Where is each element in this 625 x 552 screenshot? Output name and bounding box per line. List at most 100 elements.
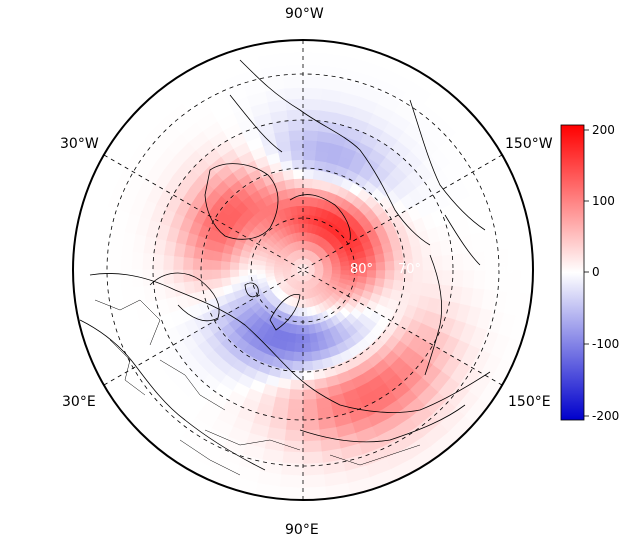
lat-label-70: 70°: [398, 262, 421, 277]
latitude-labels: 80° 70° 60°: [350, 262, 521, 277]
field-cell: [483, 269, 497, 291]
field-cell: [290, 150, 304, 162]
colorbar-label-neg100: -100: [592, 337, 620, 351]
field-cell: [302, 169, 314, 180]
field-cell: [302, 178, 313, 189]
field-cell: [73, 269, 88, 295]
field-cell: [302, 214, 310, 225]
field-cell: [302, 40, 328, 55]
field-cell: [302, 342, 312, 353]
field-cell: [375, 269, 386, 279]
field-cell: [441, 269, 454, 286]
greenland-coast: [204, 163, 279, 240]
field-cell: [285, 340, 296, 352]
field-cell: [295, 196, 304, 207]
field-cell: [302, 473, 327, 488]
field-cell: [285, 418, 304, 431]
field-cell: [220, 269, 231, 279]
lat-label-60: 60°: [498, 262, 521, 277]
field-cell: [282, 76, 304, 90]
country-borders: [94, 299, 421, 476]
novaya-zemlya-coast: [269, 293, 301, 331]
field-cell: [518, 245, 533, 271]
lon-label-30w: 30°W: [60, 136, 99, 152]
field-cell: [120, 269, 134, 290]
lon-label-150w: 150°W: [505, 136, 553, 152]
field-cell: [97, 248, 111, 271]
field-cell: [302, 150, 316, 162]
field-cell: [85, 269, 100, 294]
field-cell: [279, 52, 304, 67]
field-cell: [163, 255, 175, 271]
field-cell: [302, 333, 311, 344]
map-frame: [72, 39, 534, 501]
svalbard-coast: [244, 282, 259, 298]
asia-interior: [299, 404, 466, 443]
field-cell: [247, 263, 258, 271]
field-cell: [278, 40, 304, 55]
field-cell: [279, 473, 304, 488]
field-cell: [85, 246, 100, 271]
field-cell: [202, 248, 215, 261]
europe-coast: [79, 319, 266, 471]
field-cell: [302, 98, 322, 112]
field-cell: [291, 159, 304, 171]
field-cell: [109, 249, 123, 271]
field-cell: [288, 130, 304, 142]
field-cell: [192, 269, 204, 282]
field-cell: [339, 269, 350, 276]
field-cell: [302, 450, 324, 464]
colorbar-ticks: [584, 129, 589, 417]
field-cell: [483, 249, 497, 271]
lon-label-30e: 30°E: [62, 394, 96, 410]
field-cell: [365, 276, 376, 286]
field-cell: [461, 269, 475, 289]
lat-70-circle: [200, 167, 406, 373]
lat-label-80: 80°: [350, 262, 373, 277]
field-cell: [302, 378, 316, 390]
field-cell: [290, 378, 304, 390]
colorbar-label-100: 100: [592, 194, 615, 208]
field-cell: [292, 169, 304, 180]
field-cell: [202, 269, 213, 281]
field-cell: [312, 169, 325, 182]
field-cell: [311, 179, 323, 191]
field-cell: [302, 196, 311, 207]
field-cell: [391, 279, 404, 292]
field-cell: [288, 398, 304, 410]
field-cell: [384, 269, 395, 280]
field-cell: [302, 52, 327, 67]
field-cell: [283, 439, 304, 453]
field-cell: [302, 140, 317, 152]
field-cell: [202, 259, 213, 271]
field-cell: [173, 269, 185, 284]
field-cell: [421, 256, 433, 271]
anomaly-field: [73, 40, 533, 500]
field-cell: [295, 324, 304, 335]
field-cell: [256, 264, 267, 271]
eurasia-coast: [89, 273, 491, 413]
field-cell: [302, 369, 315, 381]
field-cell: [284, 428, 304, 442]
field-cell: [302, 187, 312, 198]
field-cell: [230, 254, 241, 264]
field-cell: [294, 342, 304, 353]
field-cell: [302, 439, 323, 453]
field-cell: [238, 262, 249, 271]
field-cell: [142, 252, 155, 271]
field-cell: [285, 109, 304, 122]
field-cell: [109, 269, 123, 291]
field-cell: [472, 269, 486, 290]
field-cell: [296, 315, 304, 326]
lon-label-90e: 90°E: [285, 522, 319, 538]
field-cell: [302, 398, 318, 410]
field-cell: [295, 333, 304, 344]
field-cell: [302, 408, 319, 421]
scandinavia-coast: [149, 272, 220, 322]
field-cell: [302, 205, 311, 216]
field-cell: [283, 87, 304, 101]
field-cell: [293, 178, 304, 189]
field-cell: [173, 256, 185, 271]
field-cell: [131, 251, 145, 271]
